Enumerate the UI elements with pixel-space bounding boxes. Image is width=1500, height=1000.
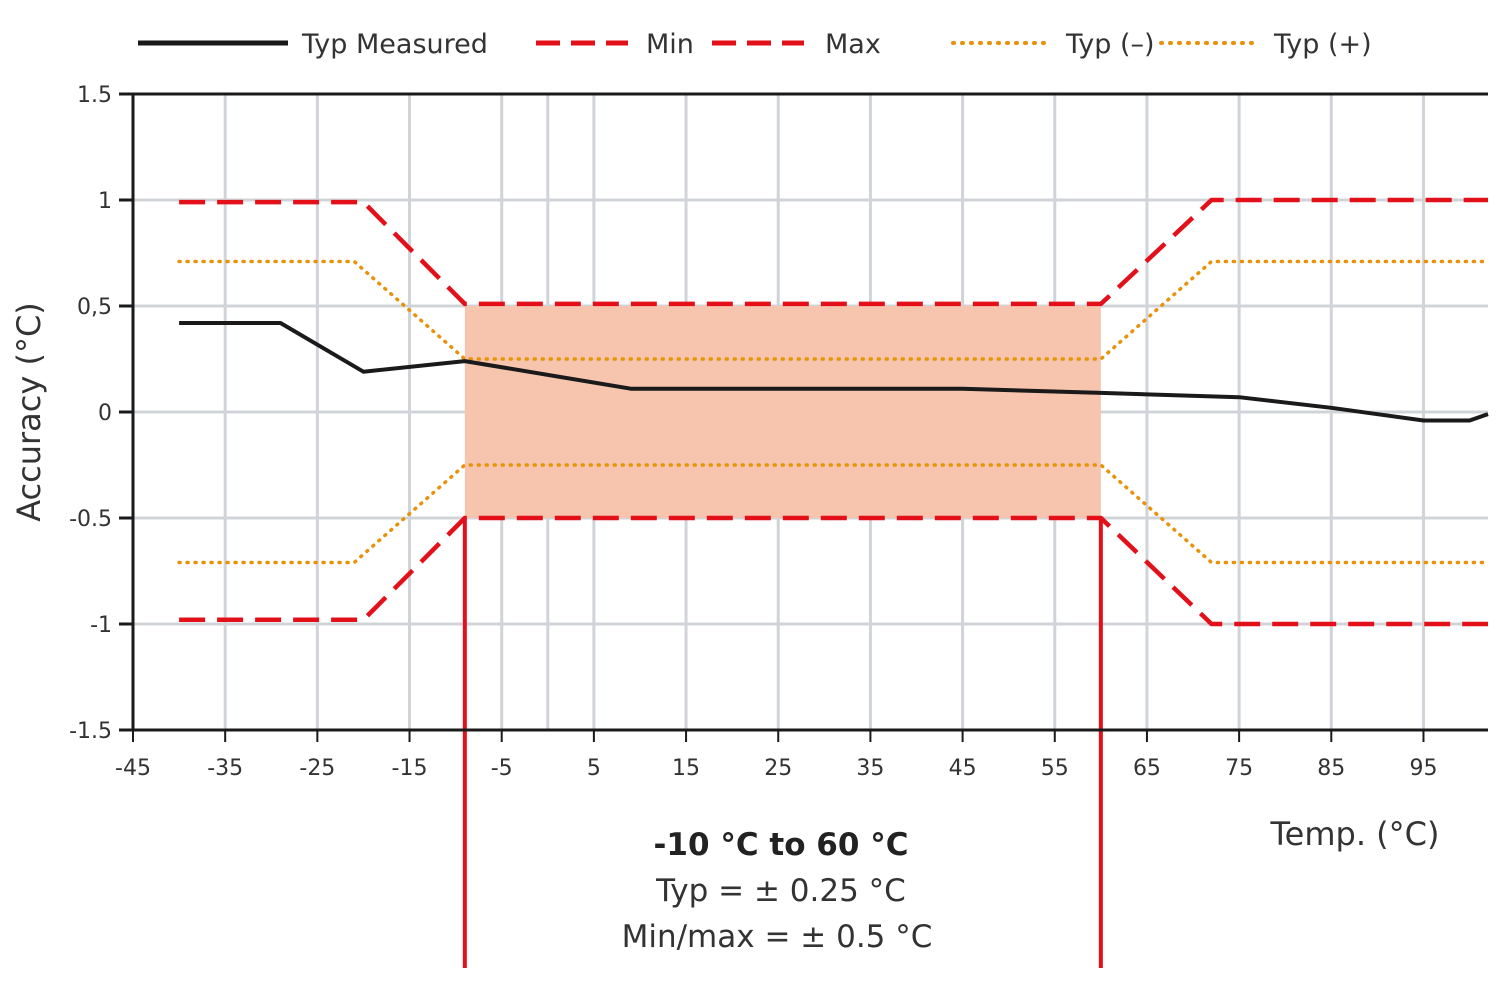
x-tick-label: 85: [1317, 756, 1345, 781]
legend-label-typ: Typ (–): [1065, 29, 1155, 60]
legend-label-typ: Typ (+): [1273, 29, 1372, 60]
y-tick-label: -1.5: [69, 719, 112, 744]
series-lines: [177, 197, 1490, 627]
tick-labels: -45 -35 -25 -15 -5 5 15 25 35 45 55 65 75 85 95 1.5 1 0,5…: [69, 83, 1437, 781]
x-tick-label: -25: [299, 756, 335, 781]
x-tick-label: 5: [587, 756, 601, 781]
x-tick-label: 15: [672, 756, 700, 781]
y-tick-label: 1: [98, 189, 112, 214]
legend-label-min: Min: [646, 29, 694, 60]
y-tick-label: 0: [98, 401, 112, 426]
x-axis-title: Temp. (°C): [1270, 815, 1440, 853]
series-line-min: [179, 515, 1488, 627]
x-tick-label: -5: [491, 756, 513, 781]
annotation-minmax: Min/max = ± 0.5 °C: [622, 919, 933, 955]
y-tick-label: -1: [90, 613, 112, 638]
series-line-typ-measured: [179, 321, 1489, 423]
y-tick-label: 0,5: [77, 295, 112, 320]
y-tick-label: 1.5: [77, 83, 112, 108]
x-tick-label: 75: [1225, 756, 1253, 781]
x-tick-label: 95: [1409, 756, 1437, 781]
annotation-typ: Typ = ± 0.25 °C: [655, 873, 906, 909]
legend-label-typ-measured: Typ Measured: [301, 29, 488, 60]
x-tick-label: 65: [1133, 756, 1161, 781]
x-tick-label: 55: [1041, 756, 1069, 781]
legend: Typ Measured Min Max Typ (–) Typ (+): [138, 29, 1372, 60]
series-line-typ: [177, 463, 1490, 565]
series-line-max: [179, 197, 1488, 307]
x-tick-label: -45: [115, 756, 151, 781]
x-tick-label: 25: [764, 756, 792, 781]
series-line-typ: [177, 259, 1490, 361]
legend-label-max: Max: [825, 29, 881, 60]
x-tick-label: 45: [949, 756, 977, 781]
x-tick-label: 35: [856, 756, 884, 781]
range-marker-lines: [462, 518, 1103, 968]
axes: [119, 92, 1488, 742]
y-axis-title: Accuracy (°C): [10, 302, 48, 522]
annotation-title: -10 °C to 60 °C: [654, 827, 909, 863]
y-tick-label: -0.5: [69, 507, 112, 532]
x-tick-label: -15: [392, 756, 428, 781]
x-tick-label: -35: [207, 756, 243, 781]
spec-range-highlight: [464, 306, 1101, 518]
